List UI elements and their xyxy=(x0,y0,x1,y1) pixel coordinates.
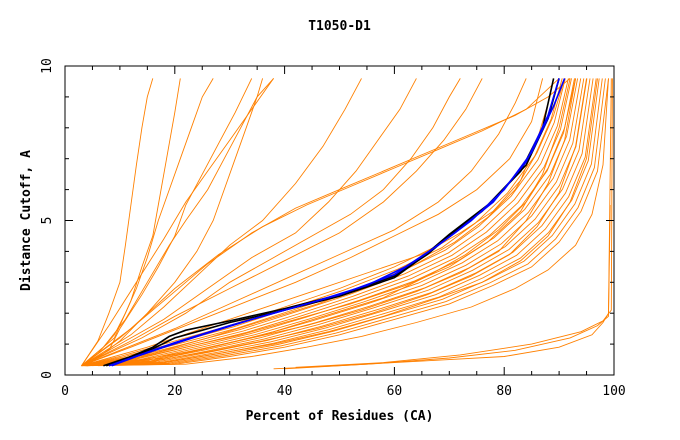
series-line-orange-14 xyxy=(81,78,527,367)
x-axis-label: Percent of Residues (CA) xyxy=(246,409,434,424)
series-line-black-0 xyxy=(103,78,555,367)
series-line-orange-12 xyxy=(81,78,461,367)
series-line-orange-band-7 xyxy=(83,78,582,367)
series-line-orange-band-6 xyxy=(83,78,579,367)
y-tick-label-10: 10 xyxy=(40,58,55,74)
series-line-orange-20 xyxy=(81,78,587,367)
x-tick-label-80: 80 xyxy=(496,384,512,399)
series-line-orange-26 xyxy=(81,78,571,367)
series-line-orange-4 xyxy=(81,78,214,367)
series-line-orange-band-10 xyxy=(84,78,591,367)
series-line-orange-28 xyxy=(81,78,274,366)
series-line-orange-7 xyxy=(81,78,181,367)
series-lines xyxy=(81,78,613,370)
x-tick-label-0: 0 xyxy=(61,384,69,399)
series-line-orange-13 xyxy=(81,78,483,367)
chart-title: T1050-D1 xyxy=(308,19,371,34)
series-line-blue-3 xyxy=(111,78,566,367)
series-line-orange-10 xyxy=(81,78,362,367)
series-line-orange-band-4 xyxy=(82,78,572,367)
series-line-orange-21 xyxy=(81,78,598,367)
series-line-orange-11 xyxy=(81,78,417,367)
x-tick-label-20: 20 xyxy=(167,384,183,399)
x-tick-label-40: 40 xyxy=(277,384,293,399)
series-line-orange-8 xyxy=(81,78,154,366)
series-line-orange-9 xyxy=(86,78,264,367)
x-tick-label-60: 60 xyxy=(387,384,403,399)
series-line-orange-5 xyxy=(81,78,253,367)
series-line-orange-band-12 xyxy=(85,78,597,367)
series-line-orange-15 xyxy=(81,78,544,367)
series-line-orange-22 xyxy=(86,78,609,367)
series-line-orange-18 xyxy=(81,78,571,367)
y-axis-label: Distance Cutoff, A xyxy=(19,150,34,291)
axis-ticks: 0 20 40 60 80 100 0 5 10 xyxy=(40,58,626,399)
series-line-orange-band-14 xyxy=(86,78,603,367)
x-tick-label-100: 100 xyxy=(602,384,625,399)
y-tick-label-0: 0 xyxy=(40,371,55,379)
y-tick-label-5: 5 xyxy=(40,217,55,225)
series-line-orange-24 xyxy=(92,78,577,367)
series-line-orange-31 xyxy=(295,78,613,368)
series-line-orange-band-15 xyxy=(86,78,606,367)
series-line-orange-30 xyxy=(284,204,611,370)
series-line-orange-25 xyxy=(86,78,566,367)
series-line-orange-27 xyxy=(81,78,560,367)
series-line-orange-17 xyxy=(81,78,560,367)
series-line-orange-23 xyxy=(97,78,609,367)
